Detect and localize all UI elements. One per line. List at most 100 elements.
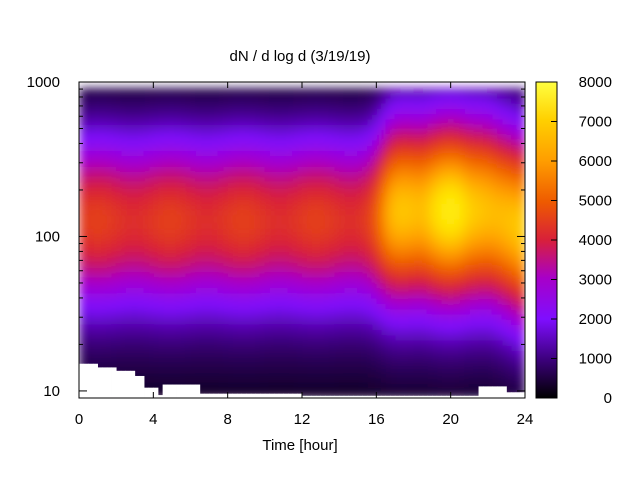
heatmap-cell — [116, 250, 122, 257]
heatmap-cell — [288, 271, 294, 278]
heatmap-cell — [422, 297, 429, 304]
heatmap-cell — [283, 240, 289, 246]
heatmap-cell — [232, 266, 238, 273]
heatmap-cell — [422, 197, 429, 204]
heatmap-cell — [139, 276, 145, 283]
heatmap-cell — [357, 229, 363, 236]
heatmap-cell — [329, 203, 336, 209]
heatmap-cell — [292, 313, 298, 320]
heatmap-cell — [399, 345, 405, 352]
heatmap-cell — [380, 134, 387, 141]
heatmap-cell — [469, 319, 475, 325]
heatmap-cell — [241, 334, 247, 341]
heatmap-cell — [302, 340, 308, 346]
heatmap-cell — [130, 319, 136, 325]
heatmap-cell — [185, 250, 192, 257]
heatmap-cell — [125, 161, 131, 167]
heatmap-cell — [394, 392, 401, 398]
heatmap-cell — [218, 266, 224, 273]
heatmap-cell — [144, 345, 150, 352]
heatmap-cell — [427, 108, 433, 115]
heatmap-cell — [236, 376, 243, 383]
heatmap-cell — [102, 108, 108, 115]
heatmap-cell — [83, 245, 89, 252]
heatmap-cell — [325, 197, 331, 204]
heatmap-cell — [162, 203, 168, 209]
heatmap-cell — [362, 282, 368, 288]
heatmap-cell — [292, 319, 298, 325]
heatmap-cell — [97, 124, 103, 130]
heatmap-cell — [446, 350, 452, 357]
heatmap-cell — [250, 361, 257, 367]
heatmap-cell — [455, 250, 461, 257]
heatmap-cell — [297, 92, 303, 99]
heatmap-cell — [427, 371, 433, 378]
heatmap-cell — [250, 324, 257, 331]
heatmap-cell — [260, 224, 266, 231]
heatmap-cell — [144, 213, 150, 220]
heatmap-cell — [390, 161, 396, 167]
heatmap-cell — [413, 187, 419, 194]
heatmap-cell — [380, 366, 387, 373]
heatmap-cell — [148, 129, 154, 136]
heatmap-cell — [274, 282, 280, 288]
heatmap-cell — [218, 187, 224, 194]
heatmap-cell — [88, 250, 94, 257]
heatmap-cell — [88, 145, 94, 152]
heatmap-cell — [390, 234, 396, 241]
heatmap-cell — [97, 134, 103, 141]
heatmap-cell — [236, 271, 243, 278]
heatmap-cell — [404, 145, 410, 152]
heatmap-cell — [469, 324, 475, 331]
heatmap-cell — [418, 139, 424, 146]
heatmap-cell — [204, 387, 210, 394]
heatmap-cell — [450, 92, 456, 99]
heatmap-cell — [353, 240, 359, 246]
heatmap-cell — [306, 340, 312, 346]
heatmap-cell — [385, 334, 391, 341]
heatmap-cell — [385, 355, 391, 362]
heatmap-cell — [469, 287, 475, 294]
heatmap-cell — [450, 176, 456, 183]
heatmap-cell — [250, 382, 257, 389]
heatmap-cell — [162, 197, 168, 204]
heatmap-cell — [269, 150, 275, 157]
heatmap-cell — [311, 88, 317, 94]
heatmap-cell — [390, 118, 396, 125]
heatmap-cell — [148, 313, 154, 320]
heatmap-cell — [343, 361, 350, 367]
heatmap-cell — [371, 213, 377, 220]
heatmap-cell — [171, 266, 178, 273]
heatmap-cell — [450, 171, 456, 178]
heatmap-cell — [357, 97, 363, 104]
heatmap-cell — [79, 303, 85, 310]
heatmap-cell — [167, 192, 173, 199]
heatmap-cell — [185, 129, 192, 136]
heatmap-cell — [464, 176, 470, 183]
heatmap-cell — [157, 218, 164, 225]
heatmap-cell — [297, 240, 303, 246]
heatmap-cell — [357, 276, 363, 283]
heatmap-cell — [209, 192, 215, 199]
heatmap-cell — [274, 176, 280, 183]
heatmap-cell — [144, 287, 150, 294]
heatmap-cell — [185, 319, 192, 325]
heatmap-cell — [348, 266, 354, 273]
heatmap-cell — [176, 271, 182, 278]
heatmap-cell — [195, 324, 201, 331]
heatmap-cell — [232, 355, 238, 362]
heatmap-cell — [264, 134, 271, 141]
heatmap-cell — [199, 145, 206, 152]
heatmap-cell — [362, 297, 368, 304]
heatmap-cell — [408, 113, 415, 120]
heatmap-cell — [320, 208, 326, 215]
heatmap-cell — [408, 266, 415, 273]
heatmap-cell — [385, 234, 391, 241]
heatmap-cell — [427, 382, 433, 389]
heatmap-cell — [320, 229, 326, 236]
heatmap-cell — [139, 139, 145, 146]
heatmap-cell — [236, 234, 243, 241]
heatmap-cell — [432, 139, 438, 146]
heatmap-cell — [195, 129, 201, 136]
heatmap-cell — [181, 208, 187, 215]
